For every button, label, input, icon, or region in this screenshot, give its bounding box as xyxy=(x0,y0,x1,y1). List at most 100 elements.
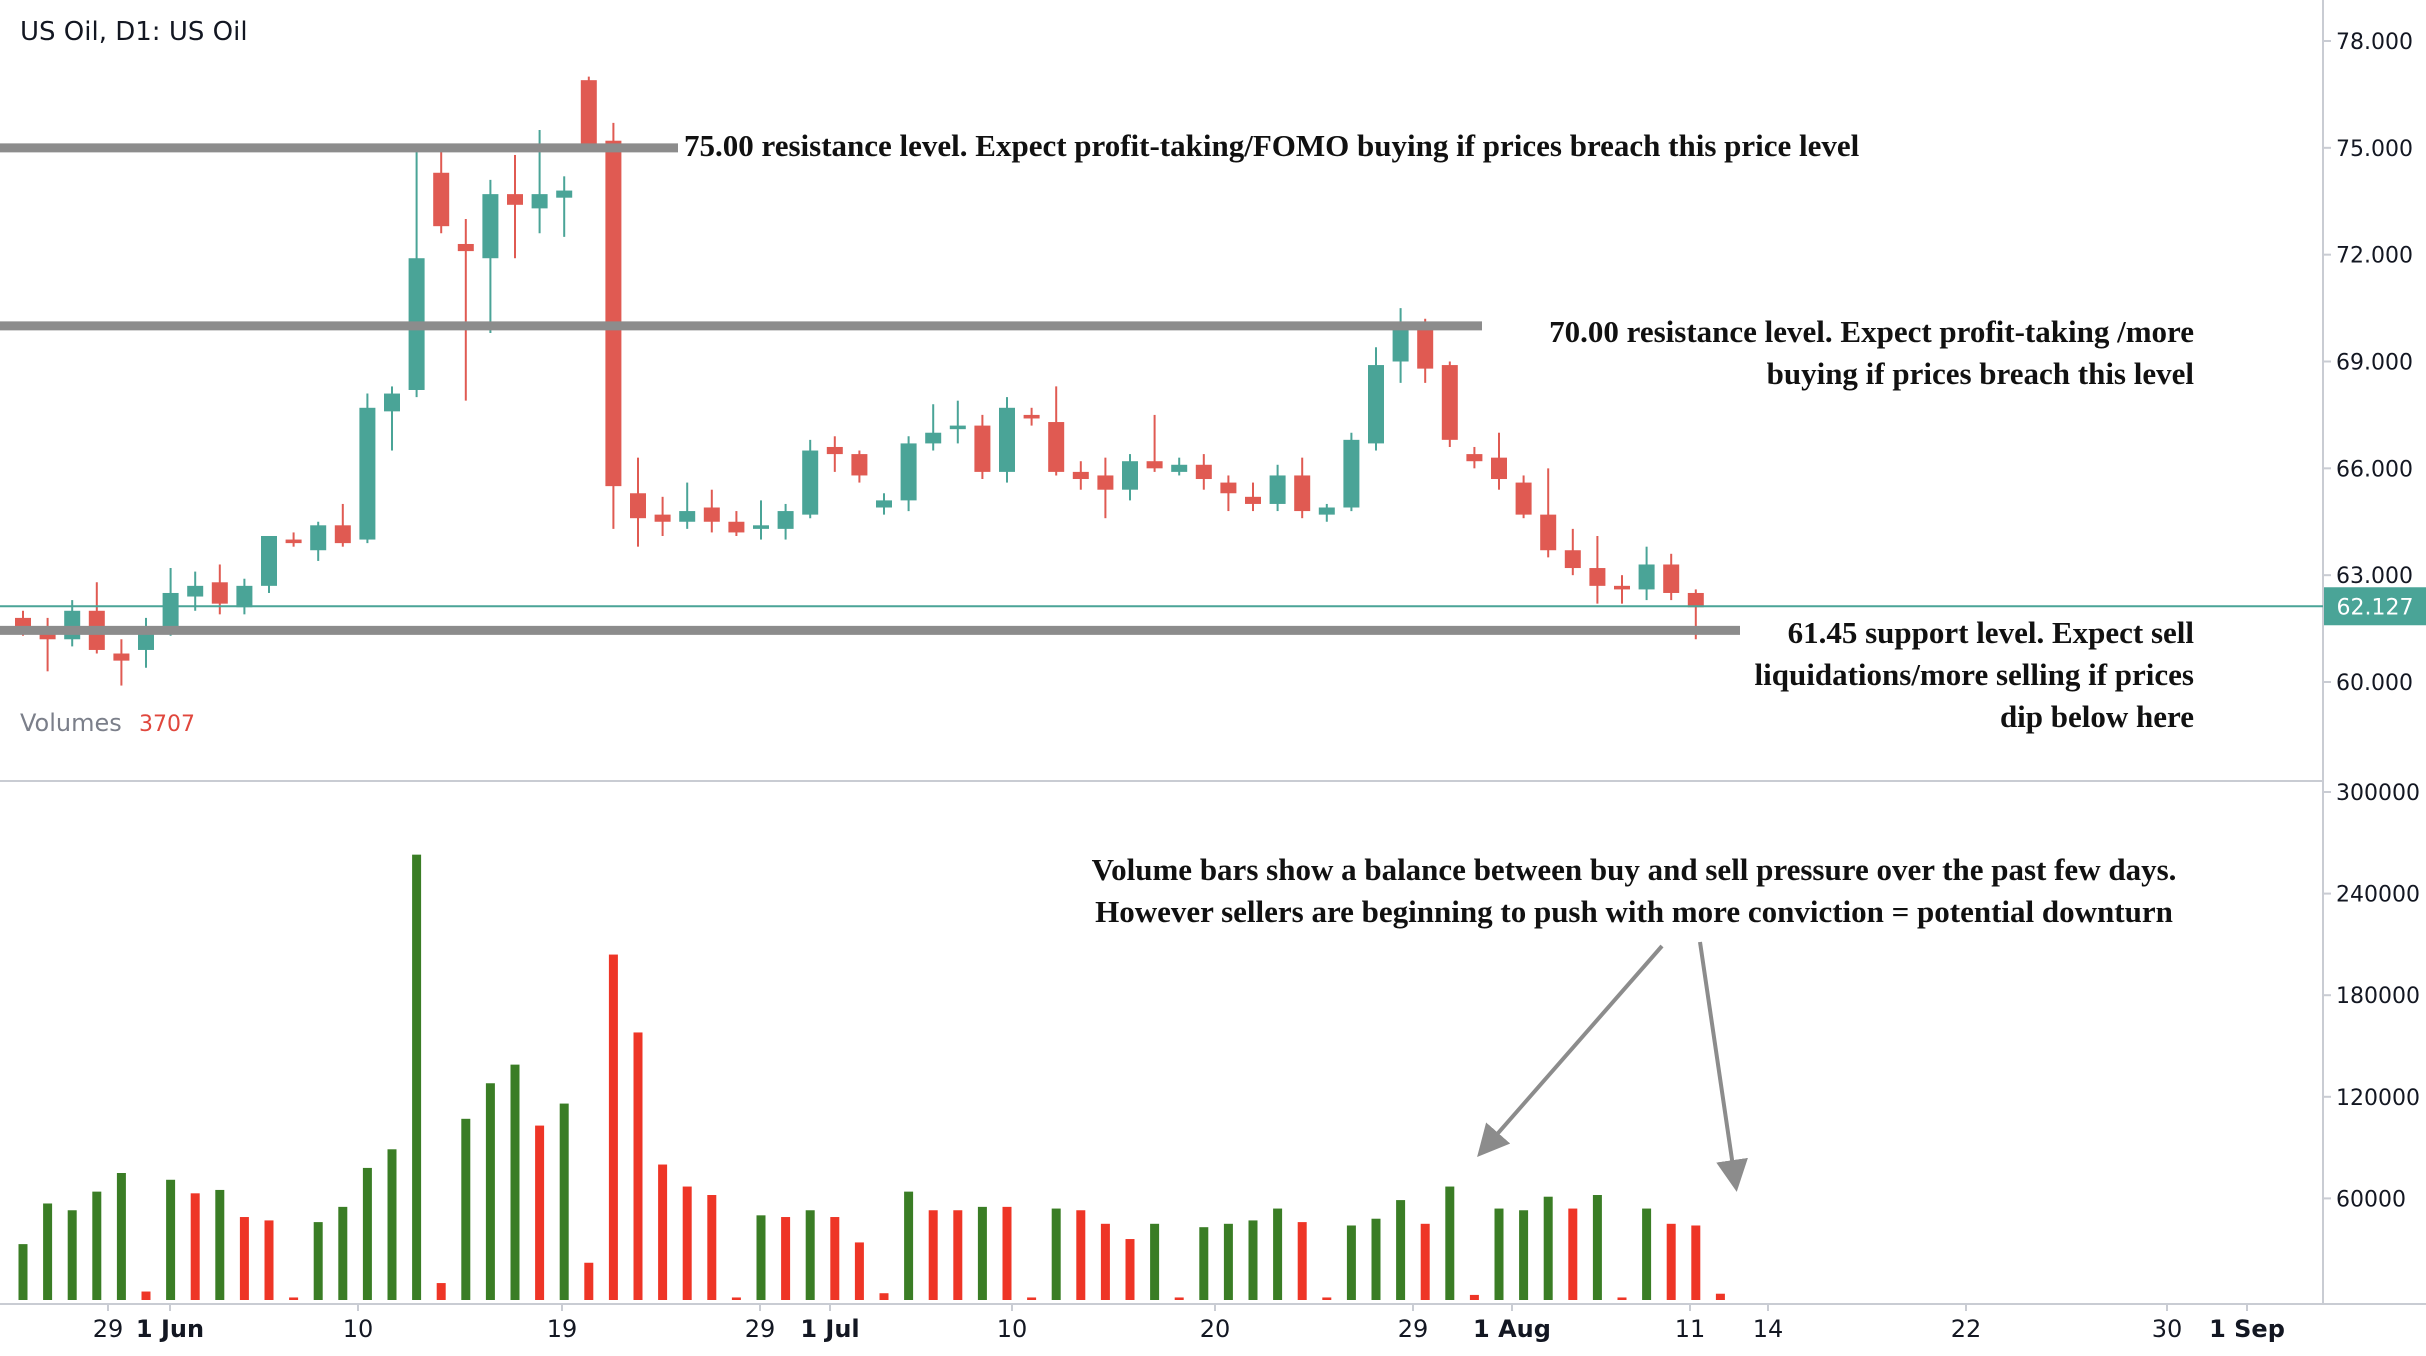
volume-bar xyxy=(1002,1206,1012,1300)
candle xyxy=(630,457,646,547)
volume-bar xyxy=(1174,1297,1184,1300)
candle xyxy=(1392,308,1409,383)
candle xyxy=(1245,482,1261,512)
candle xyxy=(1540,468,1557,558)
candle xyxy=(1589,535,1606,604)
volume-bar xyxy=(781,1217,791,1300)
volume-tick-label: 180000 xyxy=(2336,984,2420,1009)
annotation-6145-line2: liquidations/more selling if prices xyxy=(1755,657,2194,692)
candle xyxy=(580,76,597,152)
volume-bar xyxy=(1494,1208,1504,1300)
volume-bar xyxy=(535,1125,545,1300)
volume-bar xyxy=(141,1291,151,1300)
time-tick-label: 1 Jun xyxy=(136,1315,204,1343)
price-tick-label: 72.000 xyxy=(2336,244,2413,269)
price-tick-label: 60.000 xyxy=(2336,671,2413,696)
candle xyxy=(753,500,769,540)
annotation-6145-line1: 61.45 support level. Expect sell xyxy=(1788,615,2195,650)
volume-bar xyxy=(1297,1222,1307,1300)
volume-bar xyxy=(264,1220,274,1300)
candle xyxy=(1171,457,1188,476)
volume-bar xyxy=(18,1244,28,1300)
chart-title: US Oil, D1: US Oil xyxy=(20,17,248,47)
volume-bar xyxy=(67,1210,77,1300)
volume-tick-label: 240000 xyxy=(2336,883,2420,908)
price-tick-label: 63.000 xyxy=(2336,564,2413,589)
candle xyxy=(1097,457,1114,519)
volume-bar xyxy=(1027,1297,1037,1300)
volume-bar xyxy=(1199,1227,1209,1300)
candle xyxy=(1441,361,1458,447)
candle xyxy=(876,493,892,515)
time-tick-label: 29 xyxy=(1398,1315,1429,1343)
volume-bar xyxy=(1666,1223,1676,1300)
candle xyxy=(1614,575,1630,604)
time-tick-label: 20 xyxy=(1200,1315,1231,1343)
volume-bar xyxy=(338,1206,348,1300)
candle xyxy=(187,571,204,611)
candle xyxy=(802,439,819,519)
candle xyxy=(1663,553,1680,601)
volume-bar xyxy=(1100,1223,1110,1300)
candle xyxy=(138,617,154,668)
volume-bar xyxy=(1420,1223,1430,1300)
volume-bar xyxy=(1223,1223,1233,1300)
volume-bar xyxy=(854,1242,864,1300)
volume-bar xyxy=(1248,1220,1258,1300)
time-tick-label: 30 xyxy=(2152,1315,2183,1343)
candle xyxy=(384,386,400,451)
volume-bar xyxy=(830,1217,840,1300)
candle xyxy=(433,151,450,234)
candle xyxy=(851,450,868,483)
volume-bar xyxy=(1568,1208,1578,1300)
volume-bar xyxy=(608,954,618,1300)
volume-bar xyxy=(977,1206,987,1300)
current-price-badge xyxy=(2324,587,2426,626)
time-axis[interactable]: 29 1 Jun 10 19 29 1 Jul 10 20 29 1 Aug 11 14 22 30 1 S… xyxy=(93,1304,2285,1343)
price-tick-label: 66.000 xyxy=(2336,457,2413,482)
arrow-to-early-aug-volume xyxy=(1477,944,1664,1158)
volume-axis[interactable]: 300000 240000 180000 120000 60000 xyxy=(2323,781,2420,1212)
time-tick-label: 29 xyxy=(745,1315,776,1343)
price-axis[interactable]: 78.000 75.000 72.000 69.000 66.000 63.000 60.0… xyxy=(2323,30,2413,696)
time-tick-label: 10 xyxy=(997,1315,1028,1343)
candle xyxy=(826,436,843,472)
volume-bar xyxy=(1076,1210,1086,1300)
volume-bar xyxy=(1592,1195,1602,1300)
volume-bar xyxy=(731,1297,741,1300)
volume-bar xyxy=(904,1191,914,1300)
candle xyxy=(261,535,277,593)
candle xyxy=(1343,432,1360,512)
volume-bar xyxy=(1519,1210,1529,1300)
volume-bar xyxy=(879,1293,889,1300)
candle xyxy=(457,219,474,401)
candle xyxy=(1466,446,1483,469)
candle xyxy=(1294,457,1311,519)
candle xyxy=(1368,347,1384,451)
price-tick-label: 75.000 xyxy=(2336,137,2413,162)
volume-bar xyxy=(1125,1239,1135,1300)
volume-bar xyxy=(1051,1208,1061,1300)
volume-bar xyxy=(584,1262,594,1300)
volume-bar xyxy=(1642,1208,1652,1300)
volume-bar xyxy=(1691,1225,1701,1300)
candle xyxy=(949,400,966,444)
volume-bar xyxy=(116,1173,126,1300)
volume-bar xyxy=(215,1189,225,1300)
volume-bar xyxy=(658,1164,668,1300)
volume-bar xyxy=(682,1186,692,1300)
volume-bar xyxy=(190,1193,200,1300)
volume-bar xyxy=(1322,1297,1332,1300)
current-price-label: 62.127 xyxy=(2337,595,2414,620)
volume-bar xyxy=(313,1222,323,1300)
time-tick-label: 1 Aug xyxy=(1473,1315,1551,1343)
time-tick-label: 14 xyxy=(1753,1315,1784,1343)
time-tick-label: 1 Sep xyxy=(2209,1315,2285,1343)
volume-bar xyxy=(92,1191,102,1300)
candle xyxy=(1048,386,1065,476)
volume-bar xyxy=(1371,1218,1381,1300)
candle xyxy=(556,176,573,237)
candle xyxy=(654,496,671,536)
candle xyxy=(1491,432,1507,490)
